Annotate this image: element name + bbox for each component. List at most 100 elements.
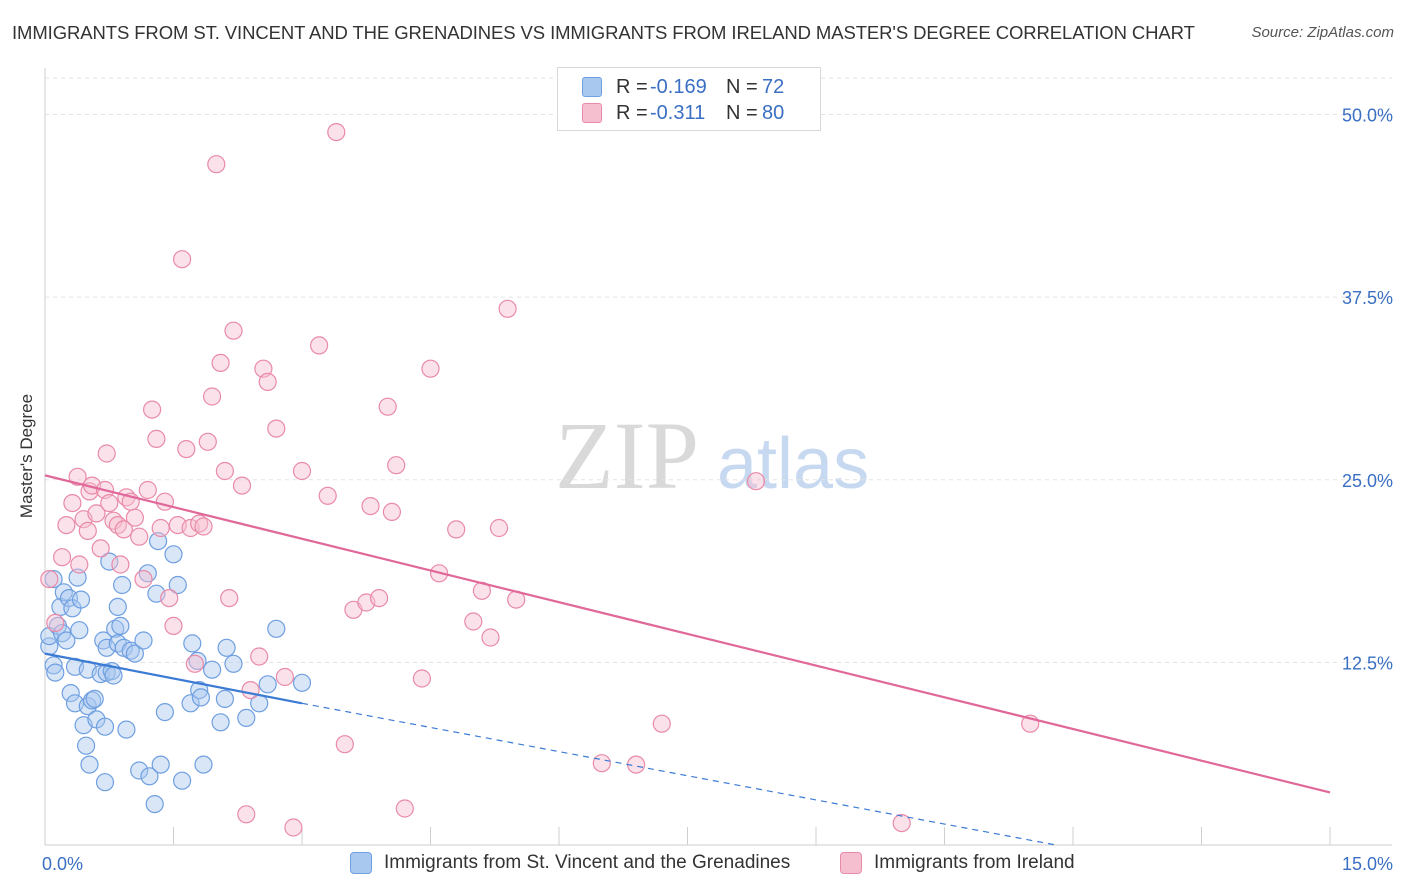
point-st-vincent [44, 656, 63, 675]
point-st-vincent [155, 702, 174, 722]
point-ireland [155, 492, 174, 511]
point-st-vincent [190, 680, 209, 700]
point-ireland [207, 155, 226, 174]
legend-n-label: N = [726, 101, 758, 124]
bottom-legend-swatch-pink [840, 852, 862, 874]
point-st-vincent [57, 631, 76, 650]
bottom-legend-st-vincent: Immigrants from St. Vincent and the Gren… [350, 852, 790, 874]
point-st-vincent [211, 713, 230, 732]
point-st-vincent [292, 673, 312, 692]
point-st-vincent [85, 689, 104, 709]
point-ireland [138, 480, 157, 500]
point-st-vincent [194, 755, 213, 774]
point-ireland [46, 613, 65, 633]
point-ireland [395, 799, 414, 818]
point-st-vincent [70, 621, 89, 640]
bottom-legend-swatch-blue [350, 852, 372, 874]
point-ireland [224, 321, 243, 340]
legend-n-value: 72 [762, 75, 785, 98]
point-ireland [203, 387, 222, 406]
point-ireland [78, 521, 97, 541]
point-ireland [134, 569, 153, 589]
y-axis-label: Master's Degree [17, 393, 36, 519]
point-st-vincent [140, 767, 159, 786]
point-ireland [387, 456, 406, 475]
point-st-vincent [237, 708, 256, 728]
point-st-vincent [181, 694, 200, 713]
point-ireland [114, 520, 133, 539]
point-ireland [151, 518, 170, 538]
point-ireland [185, 654, 204, 673]
legend-swatch-pink [582, 103, 602, 123]
point-st-vincent [46, 663, 65, 682]
point-ireland [194, 517, 213, 536]
watermark-atlas: atlas [717, 424, 869, 504]
point-st-vincent [267, 619, 286, 638]
point-ireland [284, 818, 303, 837]
point-ireland [91, 539, 110, 558]
legend-r-label: R = [616, 75, 648, 98]
point-ireland [177, 440, 196, 459]
point-st-vincent [125, 644, 144, 663]
point-st-vincent [217, 638, 236, 657]
point-ireland [111, 555, 130, 574]
bottom-legend-ireland: Immigrants from Ireland [840, 852, 1075, 874]
point-ireland [746, 472, 766, 491]
point-ireland [318, 486, 337, 505]
point-ireland [250, 647, 269, 666]
point-ireland [215, 461, 234, 481]
point-ireland [100, 494, 119, 513]
point-st-vincent [164, 545, 183, 564]
x-tick-label: 15.0% [1342, 854, 1393, 874]
point-st-vincent [224, 654, 243, 673]
point-ireland [70, 555, 89, 574]
point-ireland [464, 612, 483, 631]
point-ireland [237, 805, 256, 824]
chart-title: IMMIGRANTS FROM ST. VINCENT AND THE GREN… [12, 22, 1195, 43]
point-st-vincent [215, 689, 234, 709]
point-st-vincent [80, 755, 99, 774]
point-ireland [447, 520, 466, 539]
point-ireland [481, 628, 500, 647]
watermark-zip: ZIP [555, 402, 699, 509]
point-st-vincent [95, 773, 115, 792]
point-ireland [220, 588, 239, 608]
point-st-vincent [100, 552, 119, 571]
point-ireland [232, 476, 252, 495]
point-ireland [892, 813, 911, 833]
trend-line-st-vincent [44, 652, 303, 705]
point-st-vincent [108, 597, 127, 617]
point-ireland [173, 250, 192, 269]
legend-r-value: -0.169 [650, 75, 707, 98]
point-st-vincent [203, 660, 222, 679]
point-ireland [275, 667, 294, 687]
point-ireland [130, 527, 149, 546]
y-tick-label: 37.5% [1342, 288, 1393, 308]
point-ireland [412, 669, 431, 688]
point-st-vincent [76, 736, 96, 755]
point-ireland [592, 754, 611, 773]
point-ireland [310, 336, 329, 355]
point-ireland [52, 548, 72, 567]
trend-line-ireland [44, 474, 1331, 794]
point-ireland [63, 494, 82, 513]
point-ireland [652, 714, 671, 733]
legend-swatch-blue [582, 77, 602, 97]
point-st-vincent [183, 634, 202, 653]
point-ireland [292, 461, 312, 481]
series-st-vincent-points [40, 531, 312, 814]
point-st-vincent [106, 619, 125, 638]
trend-line-st-vincent-extension [301, 702, 1056, 846]
point-ireland [498, 299, 517, 318]
point-ireland [267, 419, 286, 438]
point-ireland [40, 569, 59, 589]
y-tick-label: 25.0% [1342, 471, 1393, 491]
trend-lines [44, 474, 1331, 846]
point-ireland [421, 359, 440, 378]
point-st-vincent [258, 675, 277, 694]
bottom-legend-label: Immigrants from Ireland [874, 852, 1075, 873]
point-st-vincent [188, 651, 207, 671]
point-st-vincent [151, 755, 170, 774]
point-st-vincent [112, 575, 132, 595]
source-credit: Source: ZipAtlas.com [1251, 24, 1394, 41]
